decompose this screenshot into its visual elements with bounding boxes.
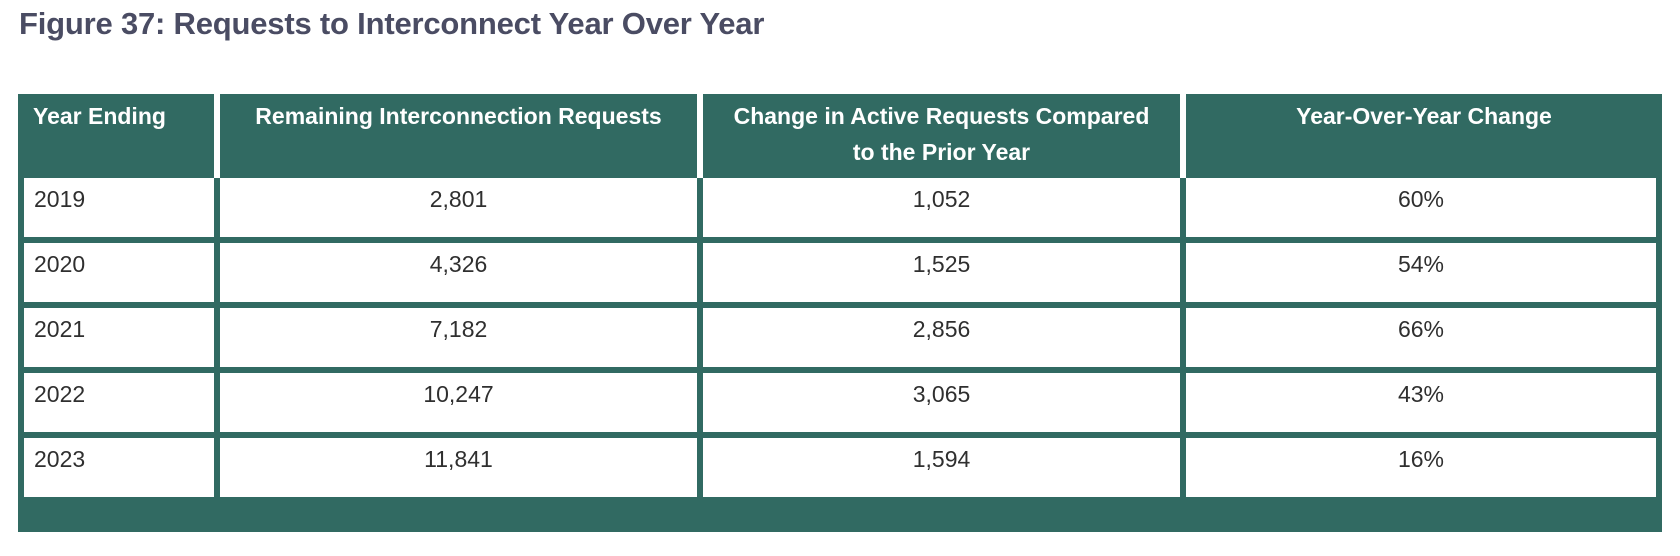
cell-yoy: 43% xyxy=(1180,373,1662,438)
cell-change: 2,856 xyxy=(697,308,1180,373)
requests-table-container: Year Ending Remaining Interconnection Re… xyxy=(18,94,1662,532)
table-row: 2023 11,841 1,594 16% xyxy=(18,438,1662,503)
cell-change: 1,594 xyxy=(697,438,1180,503)
cell-remaining: 2,801 xyxy=(214,178,697,243)
cell-remaining: 11,841 xyxy=(214,438,697,503)
table-row: 2021 7,182 2,856 66% xyxy=(18,308,1662,373)
cell-year: 2023 xyxy=(18,438,214,503)
cell-year: 2020 xyxy=(18,243,214,308)
header-yoy-change: Year-Over-Year Change xyxy=(1180,94,1662,178)
table-row: 2020 4,326 1,525 54% xyxy=(18,243,1662,308)
cell-year: 2022 xyxy=(18,373,214,438)
cell-change: 1,525 xyxy=(697,243,1180,308)
requests-table: Year Ending Remaining Interconnection Re… xyxy=(18,94,1662,503)
cell-yoy: 54% xyxy=(1180,243,1662,308)
figure-title: Figure 37: Requests to Interconnect Year… xyxy=(19,6,765,41)
cell-yoy: 66% xyxy=(1180,308,1662,373)
cell-year: 2019 xyxy=(18,178,214,243)
table-header-row: Year Ending Remaining Interconnection Re… xyxy=(18,94,1662,178)
header-change-line2: to the Prior Year xyxy=(852,139,1031,165)
cell-yoy: 60% xyxy=(1180,178,1662,243)
cell-year: 2021 xyxy=(18,308,214,373)
table-row: 2019 2,801 1,052 60% xyxy=(18,178,1662,243)
header-remaining-requests: Remaining Interconnection Requests xyxy=(214,94,697,178)
cell-change: 1,052 xyxy=(697,178,1180,243)
table-row: 2022 10,247 3,065 43% xyxy=(18,373,1662,438)
cell-remaining: 10,247 xyxy=(214,373,697,438)
cell-remaining: 7,182 xyxy=(214,308,697,373)
cell-yoy: 16% xyxy=(1180,438,1662,503)
header-change-active-requests: Change in Active Requests Compared to th… xyxy=(697,94,1180,178)
cell-remaining: 4,326 xyxy=(214,243,697,308)
header-year-ending: Year Ending xyxy=(18,94,214,178)
cell-change: 3,065 xyxy=(697,373,1180,438)
header-change-line1: Change in Active Requests Compared xyxy=(733,103,1150,129)
